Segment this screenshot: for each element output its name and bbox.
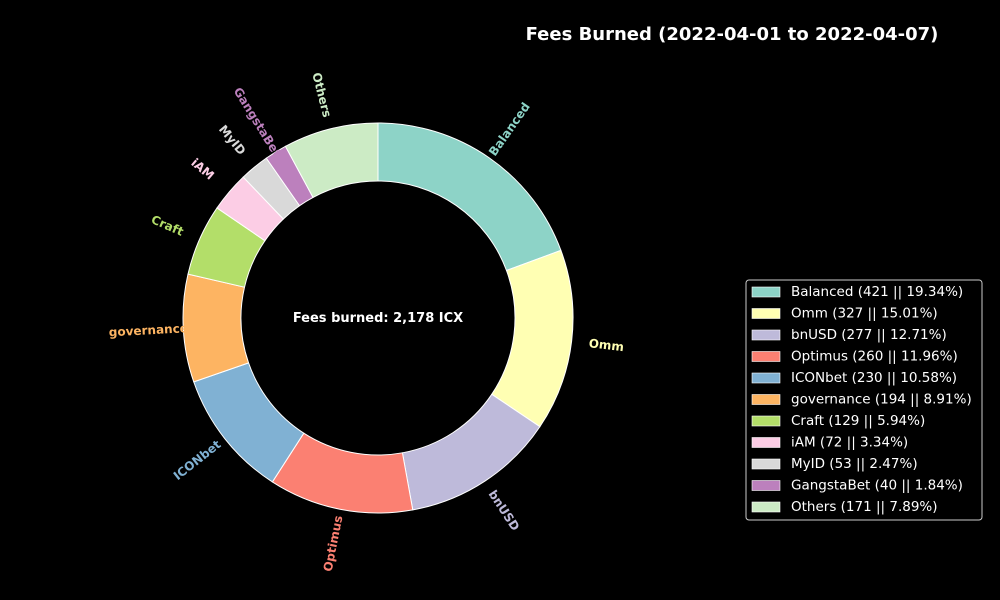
legend-swatch-iconbet [751, 372, 781, 384]
chart-title: Fees Burned (2022-04-01 to 2022-04-07) [526, 24, 939, 45]
legend-label-balanced: Balanced (421 || 19.34%) [791, 284, 963, 300]
legend-label-craft: Craft (129 || 5.94%) [791, 413, 925, 429]
slice-omm [491, 249, 574, 428]
legend-swatch-myid [751, 458, 781, 470]
legend-items: Balanced (421 || 19.34%) Omm (327 || 15.0… [751, 284, 972, 515]
slice-label-bnusd: bnUSD [486, 488, 523, 534]
legend-swatch-omm [751, 308, 781, 319]
legend: Balanced (421 || 19.34%) Omm (327 || 15.0… [745, 279, 983, 521]
legend-swatch-optimus [751, 351, 781, 362]
legend-swatch-iam [751, 437, 781, 448]
slice-label-craft: Craft [149, 212, 186, 238]
slice-label-optimus: Optimus [321, 514, 346, 572]
legend-label-iconbet: ICONbet (230 || 10.58%) [791, 370, 957, 386]
legend-swatch-governance [751, 394, 781, 405]
legend-label-governance: governance (194 || 8.91%) [791, 392, 972, 408]
legend-label-bnusd: bnUSD (277 || 12.71%) [791, 327, 947, 343]
slice-balanced [377, 122, 562, 272]
center-label: Fees burned: 2,178 ICX [293, 311, 463, 326]
legend-swatch-others [751, 501, 781, 513]
slice-label-myid: MyID [216, 122, 249, 157]
legend-label-myid: MyID (53 || 2.47%) [791, 456, 918, 472]
legend-swatch-balanced [751, 286, 781, 298]
legend-label-optimus: Optimus (260 || 11.96%) [791, 349, 958, 365]
donut-slices [182, 122, 574, 514]
legend-swatch-gangstabet [751, 480, 781, 491]
slice-label-others: Others [309, 71, 334, 119]
legend-label-omm: Omm (327 || 15.01%) [791, 306, 938, 322]
legend-label-others: Others (171 || 7.89%) [791, 499, 938, 515]
slice-label-iam: iAM [188, 156, 216, 183]
legend-label-iam: iAM (72 || 3.34%) [791, 435, 908, 451]
slice-label-omm: Omm [588, 336, 625, 354]
legend-swatch-bnusd [751, 329, 781, 341]
slice-label-balanced: Balanced [486, 100, 533, 159]
slice-label-iconbet: ICONbet [171, 437, 224, 483]
slice-governance [182, 273, 250, 383]
legend-frame [745, 279, 983, 521]
legend-label-gangstabet: GangstaBet (40 || 1.84%) [791, 478, 963, 494]
slice-others [284, 122, 379, 199]
legend-swatch-craft [751, 415, 781, 427]
slice-label-governance: governance [108, 321, 188, 339]
